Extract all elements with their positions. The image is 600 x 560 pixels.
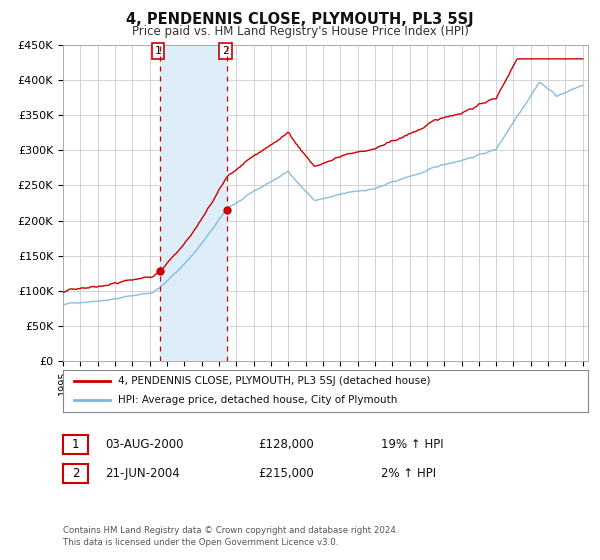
Text: Contains HM Land Registry data © Crown copyright and database right 2024.: Contains HM Land Registry data © Crown c…	[63, 526, 398, 535]
Bar	[160, 45, 227, 361]
Text: £128,000: £128,000	[258, 437, 314, 451]
Text: Price paid vs. HM Land Registry's House Price Index (HPI): Price paid vs. HM Land Registry's House …	[131, 25, 469, 38]
Text: 2: 2	[72, 466, 79, 480]
Text: 03-AUG-2000: 03-AUG-2000	[105, 437, 184, 451]
Text: 4, PENDENNIS CLOSE, PLYMOUTH, PL3 5SJ (detached house): 4, PENDENNIS CLOSE, PLYMOUTH, PL3 5SJ (d…	[118, 376, 431, 386]
Text: 2% ↑ HPI: 2% ↑ HPI	[381, 466, 436, 480]
Text: 1: 1	[72, 437, 79, 451]
Text: 1: 1	[155, 46, 161, 56]
Text: 19% ↑ HPI: 19% ↑ HPI	[381, 437, 443, 451]
Text: £215,000: £215,000	[258, 466, 314, 480]
Text: 4, PENDENNIS CLOSE, PLYMOUTH, PL3 5SJ: 4, PENDENNIS CLOSE, PLYMOUTH, PL3 5SJ	[126, 12, 474, 27]
Text: 21-JUN-2004: 21-JUN-2004	[105, 466, 180, 480]
Text: This data is licensed under the Open Government Licence v3.0.: This data is licensed under the Open Gov…	[63, 538, 338, 547]
Text: HPI: Average price, detached house, City of Plymouth: HPI: Average price, detached house, City…	[118, 395, 398, 405]
Text: 2: 2	[222, 46, 229, 56]
